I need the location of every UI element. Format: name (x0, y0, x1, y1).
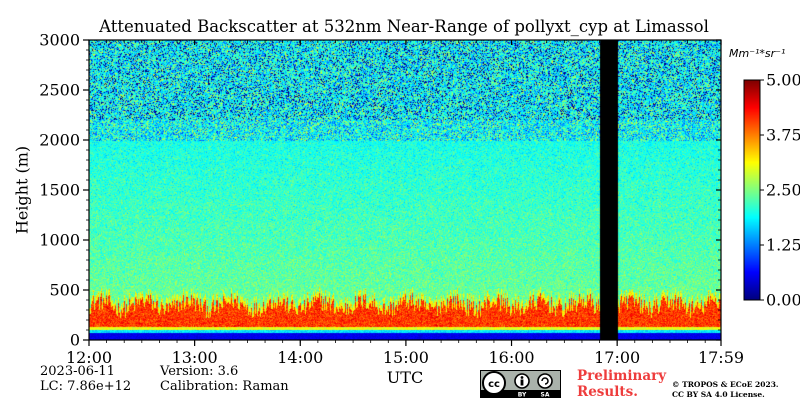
x-tick-label: 16:00 (488, 348, 534, 367)
copyright-line-1: © TROPOS & ECoE 2023. (672, 380, 779, 389)
y-tick-label: 1500 (39, 181, 80, 200)
colorbar-tick-label: 5.00 (766, 71, 800, 90)
version-text: Version: 3.6 (160, 364, 239, 379)
x-tick-label: 14:00 (277, 348, 323, 367)
y-axis-label: Height (m) (12, 145, 32, 235)
preliminary-results-note: Preliminary Results. (577, 368, 666, 400)
cc-license-badge: cc BY SA (480, 370, 561, 398)
x-tick-label: 17:00 (594, 348, 640, 367)
chart-title: Attenuated Backscatter at 532nm Near-Ran… (99, 17, 709, 36)
colorbar-image (744, 80, 760, 300)
copyright-line-2: CC BY SA 4.0 License. (672, 390, 765, 399)
plot-frame (88, 39, 722, 341)
x-tick-label: 15:00 (383, 348, 429, 367)
y-tick-label: 0 (70, 331, 80, 350)
y-tick-label: 2500 (39, 81, 80, 100)
preliminary-line-2: Results. (577, 384, 638, 400)
x-axis: 12:00 13:00 14:00 15:00 16:00 17:00 17:59 (66, 40, 744, 367)
x-tick-label: 17:59 (698, 348, 744, 367)
colorbar-axis: 0.00 1.25 2.50 3.75 5.00 (743, 71, 800, 310)
svg-text:SA: SA (541, 392, 550, 399)
preliminary-line-1: Preliminary (577, 368, 667, 384)
x-tick-label: 12:00 (66, 348, 112, 367)
svg-text:BY: BY (518, 392, 527, 399)
share-alike-icon (537, 373, 553, 389)
colorbar-frame (743, 79, 761, 301)
cc-logo-icon: cc (482, 371, 506, 395)
calibration-text: Calibration: Raman (160, 379, 289, 394)
colorbar-tick-label: 3.75 (766, 126, 800, 145)
y-tick-label: 3000 (39, 31, 80, 50)
colorbar-tick-label: 1.25 (766, 236, 800, 255)
attribution-person-icon (514, 373, 530, 389)
x-tick-label: 13:00 (172, 348, 218, 367)
y-tick-label: 500 (49, 281, 80, 300)
colorbar-unit-label: Mm⁻¹*sr⁻¹ (729, 47, 786, 60)
y-tick-label: 1000 (39, 231, 80, 250)
y-tick-label: 2000 (39, 131, 80, 150)
copyright-note: © TROPOS & ECoE 2023. CC BY SA 4.0 Licen… (672, 380, 779, 400)
colorbar-tick-label: 0.00 (766, 291, 800, 310)
svg-text:cc: cc (488, 379, 500, 390)
x-axis-label: UTC (386, 368, 424, 387)
date-text: 2023-06-11 (40, 364, 115, 379)
lidar-constant-text: LC: 7.86e+12 (40, 379, 132, 394)
heatmap-image (89, 40, 721, 340)
y-axis: 0 500 1000 1500 2000 2500 3000 (39, 31, 721, 350)
colorbar-tick-label: 2.50 (766, 181, 800, 200)
